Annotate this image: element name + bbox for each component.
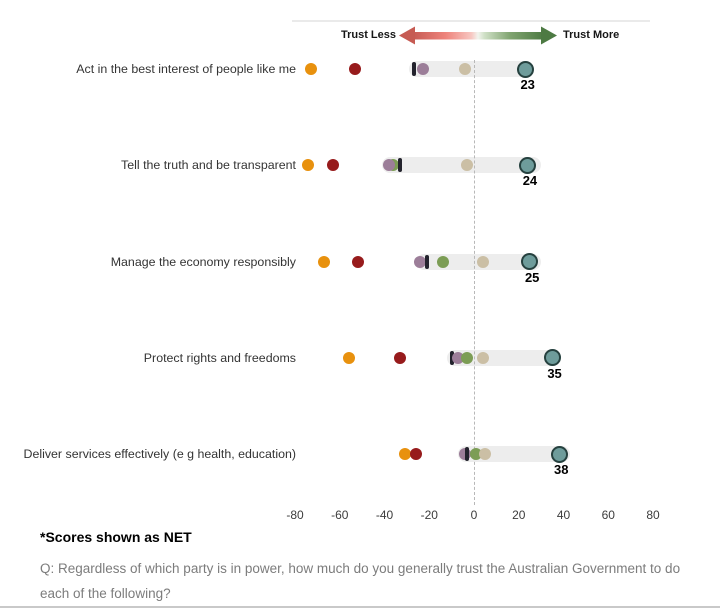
dot-purple xyxy=(416,63,429,75)
dot-dark_red xyxy=(394,351,407,364)
dot-dark_red xyxy=(409,448,422,460)
footnote: *Scores shown as NET xyxy=(40,529,192,545)
bottom-divider xyxy=(0,606,720,608)
net-dot xyxy=(519,156,537,174)
dot-orange xyxy=(318,255,331,268)
x-tick-label: 40 xyxy=(556,508,571,522)
x-tick-label: -60 xyxy=(331,508,349,522)
row-label: Act in the best interest of people like … xyxy=(76,62,296,76)
dot-beige xyxy=(476,351,489,364)
trust-less-label: Trust Less xyxy=(340,29,396,41)
dot-beige xyxy=(476,255,489,268)
x-tick-label: 80 xyxy=(646,508,660,522)
x-tick-label: 20 xyxy=(512,508,526,522)
survey-question: Q: Regardless of which party is in power… xyxy=(40,561,681,601)
row-label: Deliver services effectively (e g health… xyxy=(23,447,297,461)
trust-more-label: Trust More xyxy=(563,29,620,41)
marker-tick xyxy=(465,447,470,461)
x-tick-label: 0 xyxy=(470,508,478,522)
dot-beige xyxy=(479,448,492,460)
dot-orange xyxy=(304,63,317,75)
marker-tick xyxy=(425,254,429,269)
arrow-left-head xyxy=(399,26,415,45)
net-value: 24 xyxy=(522,173,538,189)
net-dot xyxy=(521,253,539,270)
marker-tick xyxy=(449,350,454,365)
x-tick-label: -80 xyxy=(286,508,304,522)
dot-beige xyxy=(461,159,474,172)
dot-green xyxy=(436,255,449,268)
net-value: 23 xyxy=(520,77,535,92)
dot-dark_red xyxy=(327,159,340,172)
row-label: Manage the economy responsibly xyxy=(110,254,296,269)
dot-purple xyxy=(414,255,427,268)
dot-orange xyxy=(398,448,411,460)
net-dot xyxy=(543,349,561,367)
top-divider xyxy=(292,20,650,22)
x-tick-label: 60 xyxy=(601,508,615,522)
dot-purple xyxy=(382,159,395,172)
x-tick-label: -40 xyxy=(375,508,394,522)
dot-orange xyxy=(342,351,355,364)
row-label: Tell the truth and be transparent xyxy=(121,158,296,173)
zero-line xyxy=(473,60,475,505)
net-dot xyxy=(516,60,534,78)
trust-net-dot-chart: Act in the best interest of people like … xyxy=(23,60,660,522)
dot-beige xyxy=(459,63,472,75)
marker-tick xyxy=(398,158,403,173)
dot-green xyxy=(461,351,474,364)
net-value: 25 xyxy=(524,269,540,285)
net-value: 38 xyxy=(554,462,569,477)
row-label: Protect rights and freedoms xyxy=(143,350,296,365)
arrow-right-head xyxy=(541,26,557,45)
dot-orange xyxy=(302,159,315,172)
net-value: 35 xyxy=(547,365,562,381)
range-bar xyxy=(447,349,562,366)
trust-direction-arrow-icon xyxy=(399,26,557,45)
dot-dark_red xyxy=(351,255,364,268)
marker-tick xyxy=(411,62,416,76)
x-tick-label: -20 xyxy=(420,508,438,522)
net-dot xyxy=(550,445,568,463)
dot-dark_red xyxy=(349,63,362,75)
